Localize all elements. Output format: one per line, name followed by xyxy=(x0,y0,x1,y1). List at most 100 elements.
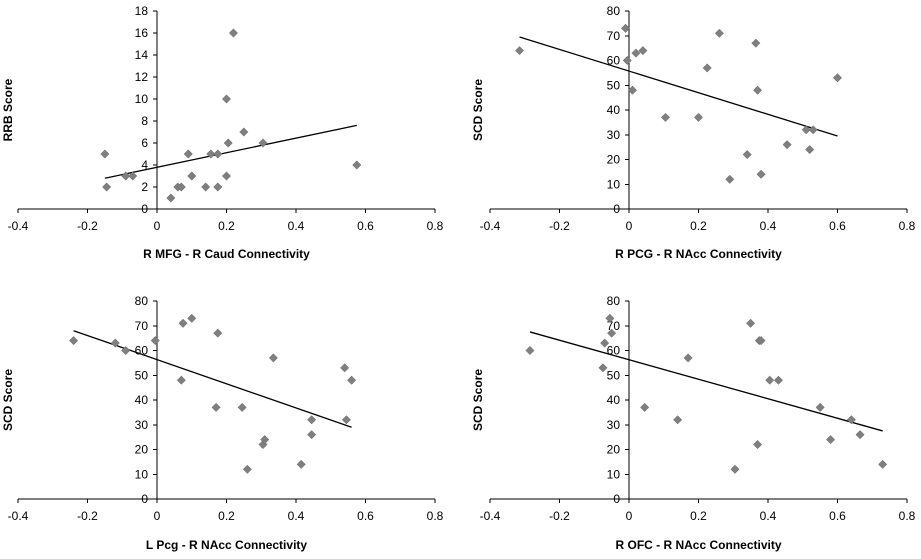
x-tick-label: -0.4 xyxy=(8,509,29,523)
y-tick-label: 10 xyxy=(607,177,621,191)
x-tick-label: 0.4 xyxy=(288,509,305,523)
y-tick-label: 50 xyxy=(607,78,621,92)
y-tick-label: 40 xyxy=(607,103,621,117)
data-point xyxy=(206,149,216,159)
y-tick-label: 20 xyxy=(607,443,621,457)
x-tick-label: 0.8 xyxy=(427,509,444,523)
data-point xyxy=(213,182,223,192)
data-point xyxy=(187,171,197,181)
x-tick-label: 0.8 xyxy=(899,219,916,233)
x-tick-label: 0 xyxy=(626,219,633,233)
y-tick-label: 10 xyxy=(135,467,149,481)
data-point xyxy=(258,138,268,148)
data-point xyxy=(730,464,740,474)
y-tick-label: 2 xyxy=(141,180,148,194)
data-point xyxy=(832,73,843,83)
y-tick-label: 0 xyxy=(613,492,620,506)
data-point xyxy=(340,363,350,373)
panel-bottom-left: -0.4 -0.2 0 0.2 0.4 0.6 0.8 0 10 20 30 40 50 60 70 80 L … xyxy=(1,294,444,552)
data-point xyxy=(773,375,783,385)
y-axis-label: SCD Score xyxy=(471,79,485,141)
data-point xyxy=(213,149,223,159)
data-point xyxy=(801,125,811,135)
data-point xyxy=(673,415,683,425)
y-tick-label: 60 xyxy=(135,344,149,358)
x-tick-label: -0.4 xyxy=(480,219,501,233)
y-tick-label: 10 xyxy=(607,467,621,481)
data-point xyxy=(347,375,357,385)
data-point xyxy=(751,38,761,48)
data-point xyxy=(187,313,197,323)
y-tick-label: 8 xyxy=(141,114,148,128)
data-point xyxy=(221,94,232,104)
y-tick-label: 30 xyxy=(607,128,621,142)
x-tick-label: 0 xyxy=(154,509,161,523)
data-point xyxy=(627,85,638,95)
x-tick-label: 0 xyxy=(626,509,633,523)
x-axis-label: R MFG - R Caud Connectivity xyxy=(143,247,310,261)
data-point xyxy=(702,63,712,73)
data-point xyxy=(223,138,233,148)
data-point xyxy=(725,174,735,184)
data-point xyxy=(150,336,160,346)
x-tick-label: 0.6 xyxy=(357,219,374,233)
data-point xyxy=(825,435,836,445)
y-tick-label: 40 xyxy=(607,393,621,407)
y-tick-label: 50 xyxy=(607,368,621,382)
data-point xyxy=(228,28,239,38)
y-tick-label: 50 xyxy=(135,368,149,382)
y-tick-label: 60 xyxy=(607,54,621,68)
y-tick-label: 12 xyxy=(135,70,149,84)
data-point xyxy=(660,112,671,122)
x-tick-label: 0.8 xyxy=(427,219,444,233)
data-point xyxy=(110,338,120,348)
trend-line xyxy=(529,331,883,432)
y-tick-label: 80 xyxy=(135,294,149,308)
data-point xyxy=(201,182,211,192)
data-point xyxy=(808,125,818,135)
data-point xyxy=(176,375,186,385)
data-point xyxy=(100,149,110,159)
x-axis-label: R OFC - R NAcc Connectivity xyxy=(615,538,781,552)
data-point xyxy=(102,182,112,192)
data-point xyxy=(855,430,865,440)
x-tick-label: 0.2 xyxy=(218,509,235,523)
data-point xyxy=(753,85,763,95)
data-point xyxy=(622,55,632,66)
panel-top-left: -0.4 -0.2 0 0.2 0.4 0.6 0.8 0 2 4 6 8 10 12 14 16 18 R MF… xyxy=(1,4,444,261)
data-point xyxy=(640,402,650,412)
data-point xyxy=(213,328,223,338)
data-point xyxy=(183,149,193,159)
data-point xyxy=(746,318,756,328)
data-point xyxy=(607,328,617,338)
y-tick-label: 14 xyxy=(135,48,149,62)
data-point xyxy=(352,160,362,170)
panel-top-right: -0.4 -0.2 0 0.2 0.4 0.6 0.8 0 10 20 30 40 50 60 70 80 R … xyxy=(471,4,916,261)
data-point xyxy=(514,46,525,56)
y-tick-label: 80 xyxy=(607,4,621,18)
y-axis-label: SCD Score xyxy=(1,369,15,431)
data-point xyxy=(166,193,176,203)
data-point xyxy=(756,336,766,346)
y-tick-label: 40 xyxy=(135,393,149,407)
x-tick-label: -0.2 xyxy=(77,509,98,523)
data-point xyxy=(878,459,888,469)
data-point xyxy=(176,182,186,192)
y-tick-label: 10 xyxy=(135,92,149,106)
data-point xyxy=(683,353,693,363)
x-axis-label: R PCG - R NAcc Connectivity xyxy=(615,247,782,261)
x-tick-label: -0.2 xyxy=(77,219,98,233)
x-axis-label: L Pcg - R NAcc Connectivity xyxy=(146,538,307,552)
data-point xyxy=(260,435,270,445)
y-axis-label: RRB Score xyxy=(1,78,15,141)
y-axis-label: SCD Score xyxy=(471,369,485,431)
data-point xyxy=(693,112,704,122)
x-tick-label: 0.4 xyxy=(288,219,305,233)
x-tick-label: 0.2 xyxy=(690,509,707,523)
data-point xyxy=(307,430,317,440)
data-point xyxy=(178,318,188,328)
y-tick-label: 0 xyxy=(613,202,620,216)
x-tick-label: -0.2 xyxy=(549,219,570,233)
data-point xyxy=(638,46,648,56)
